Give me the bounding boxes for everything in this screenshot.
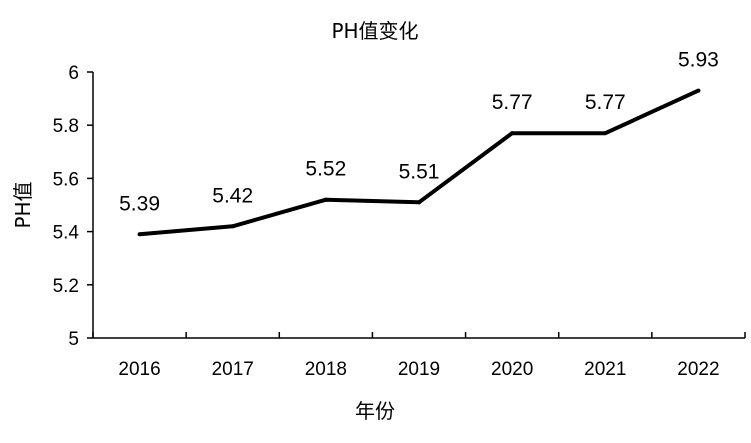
x-tick-label: 2022 (677, 359, 719, 380)
data-label: 5.77 (492, 91, 533, 114)
chart-title: PH值变化 (331, 19, 418, 43)
x-tick-label: 2017 (212, 359, 254, 380)
data-point (230, 224, 235, 229)
data-points (137, 88, 701, 237)
x-tick-label: 2020 (491, 359, 533, 380)
data-point (323, 197, 328, 202)
x-axis-label: 年份 (355, 399, 395, 423)
data-point (137, 232, 142, 237)
x-tick-label: 2018 (305, 359, 347, 380)
x-axis-ticks: 2016 2017 2018 2019 2020 2021 2022 (92, 332, 746, 380)
x-tick-label: 2021 (584, 359, 626, 380)
data-label: 5.39 (119, 192, 160, 215)
data-point (510, 131, 515, 136)
data-label: 5.51 (399, 160, 440, 183)
y-axis-ticks: 5 5.2 5.4 5.6 5.8 6 (53, 63, 93, 350)
x-tick-label: 2016 (118, 359, 160, 380)
data-label: 5.93 (678, 49, 719, 72)
data-label: 5.42 (212, 184, 253, 207)
x-tick-label: 2019 (398, 359, 440, 380)
data-label: 5.77 (585, 91, 626, 114)
y-tick-label: 5.4 (53, 223, 80, 244)
y-tick-label: 6 (68, 63, 79, 84)
y-axis-label: PH值 (11, 181, 35, 228)
y-tick-label: 5.2 (53, 276, 79, 297)
data-label: 5.52 (305, 158, 346, 181)
y-tick-label: 5.8 (53, 116, 79, 137)
y-tick-label: 5 (68, 329, 79, 350)
data-point (417, 200, 421, 205)
data-point (696, 88, 701, 93)
data-labels: 5.39 5.42 5.52 5.51 5.77 5.77 5.93 (119, 49, 719, 216)
y-tick-label: 5.6 (53, 169, 79, 190)
data-point (603, 131, 608, 136)
